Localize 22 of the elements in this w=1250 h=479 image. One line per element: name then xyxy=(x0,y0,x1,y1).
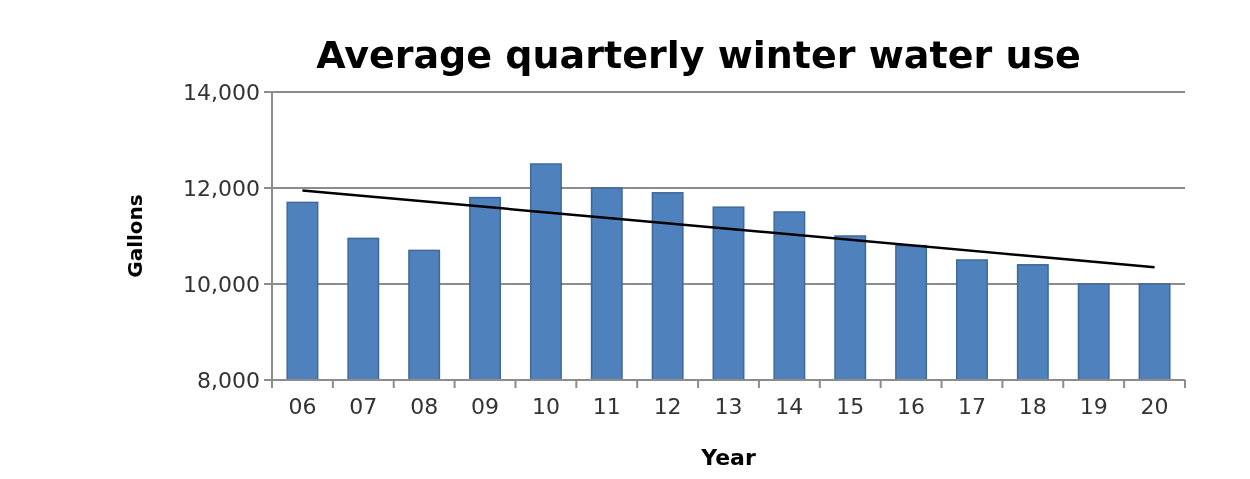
y-axis-title: Gallons xyxy=(123,194,147,278)
x-tick-label: 17 xyxy=(957,394,986,419)
x-tick-label: 18 xyxy=(1018,394,1047,419)
x-tick-label: 12 xyxy=(653,394,682,419)
x-tick-label: 07 xyxy=(349,394,378,419)
chart-title: Average quarterly winter water use xyxy=(316,33,1081,77)
x-tick-label: 19 xyxy=(1079,394,1108,419)
x-tick-label: 11 xyxy=(592,394,621,419)
x-axis-title: Year xyxy=(700,445,756,470)
x-tick-label: 14 xyxy=(775,394,804,419)
x-tick-label: 06 xyxy=(288,394,317,419)
y-tick-label: 12,000 xyxy=(183,175,260,201)
y-tick-label: 14,000 xyxy=(183,79,260,105)
x-tick-label: 09 xyxy=(471,394,500,419)
y-tick-label: 8,000 xyxy=(197,367,260,393)
x-tick-label: 08 xyxy=(410,394,439,419)
x-tick-label: 16 xyxy=(897,394,926,419)
x-tick-label: 10 xyxy=(531,394,560,419)
x-tick-label: 20 xyxy=(1140,394,1169,419)
x-tick-label: 13 xyxy=(714,394,743,419)
y-tick-label: 10,000 xyxy=(183,271,260,297)
x-tick-label: 15 xyxy=(836,394,865,419)
